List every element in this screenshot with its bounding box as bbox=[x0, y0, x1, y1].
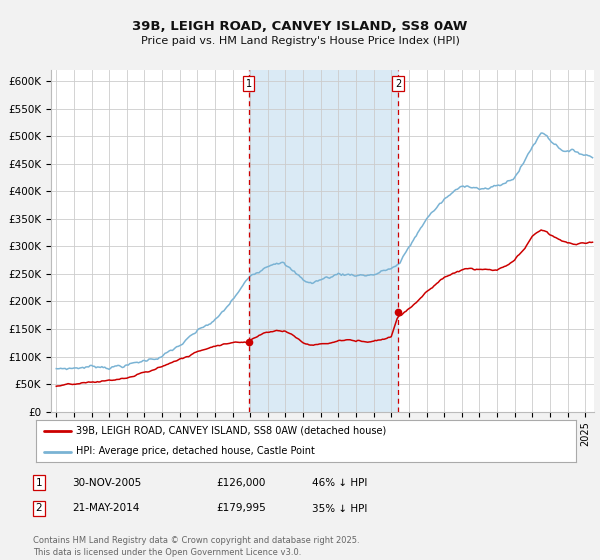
Text: 39B, LEIGH ROAD, CANVEY ISLAND, SS8 0AW: 39B, LEIGH ROAD, CANVEY ISLAND, SS8 0AW bbox=[133, 20, 467, 32]
Text: 2: 2 bbox=[395, 78, 401, 88]
Text: Price paid vs. HM Land Registry's House Price Index (HPI): Price paid vs. HM Land Registry's House … bbox=[140, 36, 460, 46]
Text: 39B, LEIGH ROAD, CANVEY ISLAND, SS8 0AW (detached house): 39B, LEIGH ROAD, CANVEY ISLAND, SS8 0AW … bbox=[77, 426, 387, 436]
Text: 46% ↓ HPI: 46% ↓ HPI bbox=[312, 478, 367, 488]
Text: 1: 1 bbox=[35, 478, 43, 488]
Text: 35% ↓ HPI: 35% ↓ HPI bbox=[312, 503, 367, 514]
Text: £179,995: £179,995 bbox=[216, 503, 266, 514]
Text: HPI: Average price, detached house, Castle Point: HPI: Average price, detached house, Cast… bbox=[77, 446, 316, 456]
Text: 1: 1 bbox=[246, 78, 252, 88]
Text: 30-NOV-2005: 30-NOV-2005 bbox=[72, 478, 141, 488]
Text: £126,000: £126,000 bbox=[216, 478, 265, 488]
Text: Contains HM Land Registry data © Crown copyright and database right 2025.
This d: Contains HM Land Registry data © Crown c… bbox=[33, 536, 359, 557]
Text: 2: 2 bbox=[35, 503, 43, 514]
Text: 21-MAY-2014: 21-MAY-2014 bbox=[72, 503, 139, 514]
Bar bbox=[249, 70, 398, 412]
